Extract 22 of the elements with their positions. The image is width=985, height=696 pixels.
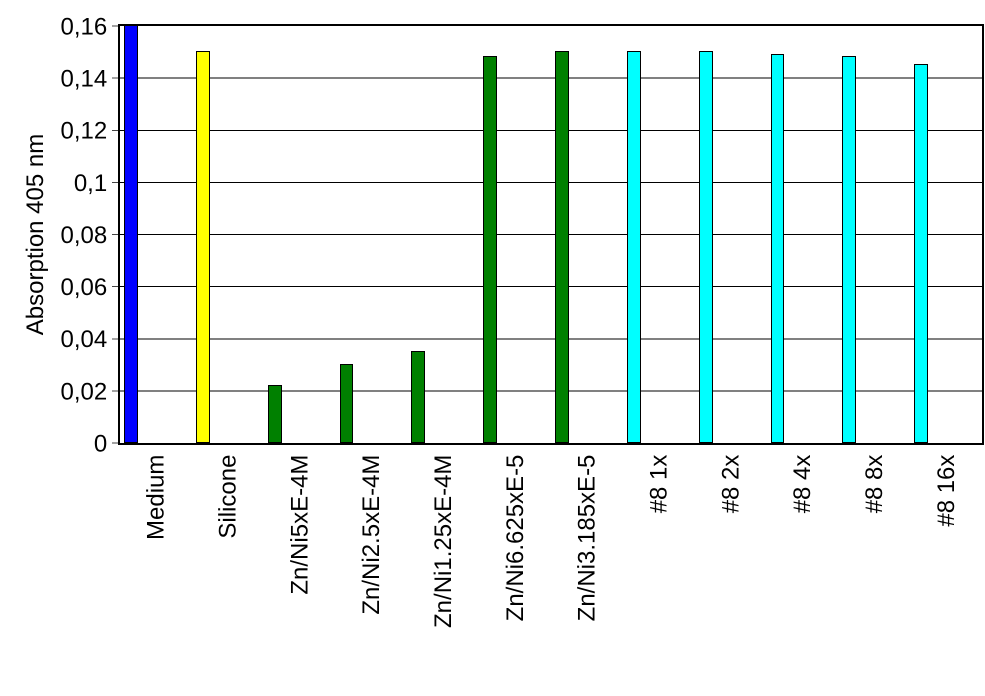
y-tick-label: 0 xyxy=(94,430,108,458)
x-tick-label: Zn/Ni3.185xE-5 xyxy=(574,454,601,622)
x-tick-label: #8 4x xyxy=(789,454,816,514)
y-tick-label: 0,14 xyxy=(60,66,108,93)
x-tick-label: Zn/Ni6.625xE-5 xyxy=(502,454,529,622)
x-tick-label: Silicone xyxy=(214,454,242,539)
x-tick-label: Medium xyxy=(142,454,170,540)
x-tick-label: Zn/Ni2.5xE-4M xyxy=(358,454,386,615)
y-axis-title: Absorption 405 nm xyxy=(22,134,50,336)
y-tick-label: 0,08 xyxy=(60,222,108,249)
y-tick-label: 0,02 xyxy=(60,378,108,406)
x-tick-label: #8 1x xyxy=(646,454,673,514)
x-tick-label: #8 2x xyxy=(717,454,744,514)
x-tick-label: #8 16x xyxy=(932,454,960,527)
x-tick-label: #8 8x xyxy=(861,454,888,514)
x-tick-label: Zn/Ni5xE-4M xyxy=(286,454,314,595)
y-tick-label: 0,16 xyxy=(60,13,108,40)
y-tick-label: 0,04 xyxy=(60,326,108,354)
y-tick-label: 0,12 xyxy=(60,118,108,145)
y-tick-label: 0,1 xyxy=(74,170,108,197)
y-tick-label: 0,06 xyxy=(60,274,108,302)
x-tick-label: Zn/Ni1.25xE-4M xyxy=(430,454,458,628)
